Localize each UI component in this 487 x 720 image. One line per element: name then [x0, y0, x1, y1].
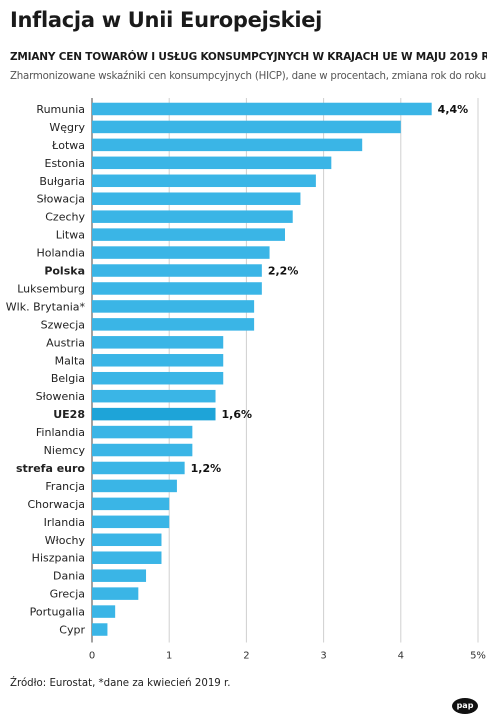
- x-tick-label: 3: [320, 651, 326, 662]
- bar: [92, 623, 108, 636]
- category-label: Estonia: [45, 157, 86, 170]
- category-label: Luksemburg: [17, 282, 85, 295]
- bar: [92, 336, 224, 349]
- chart-note: Zharmonizowane wskaźniki cen konsumpcyjn…: [10, 71, 486, 82]
- category-label: Portugalia: [30, 606, 85, 619]
- bar: [92, 282, 262, 295]
- bar: [92, 605, 116, 618]
- category-label: Włochy: [45, 534, 86, 547]
- bar: [92, 497, 170, 511]
- category-label: Wlk. Brytania*: [6, 300, 86, 313]
- chart-title: Inflacja w Unii Europejskiej: [10, 8, 323, 32]
- category-label: Niemcy: [44, 444, 86, 457]
- category-label: Słowenia: [36, 390, 85, 403]
- category-label: strefa euro: [16, 462, 85, 475]
- category-label: Łotwa: [51, 139, 85, 152]
- x-tick-label: 1: [166, 651, 172, 662]
- category-label: Szwecja: [41, 318, 85, 331]
- category-label: Malta: [55, 354, 85, 367]
- x-tick-label: 0: [89, 651, 95, 662]
- pap-logo: pap: [452, 698, 478, 714]
- bar: [92, 354, 224, 367]
- bar: [92, 515, 170, 529]
- bar: [92, 246, 270, 259]
- bar: [92, 443, 193, 457]
- category-label: Irlandia: [44, 516, 85, 529]
- x-tick-label: 2: [243, 651, 249, 662]
- bar: [92, 569, 147, 582]
- bar: [92, 318, 255, 331]
- category-label: Grecja: [50, 588, 85, 601]
- bar: [92, 120, 401, 134]
- category-label: Austria: [46, 336, 85, 349]
- data-label: 4,4%: [438, 103, 469, 116]
- category-label: Czechy: [45, 211, 85, 224]
- bar: [92, 461, 185, 475]
- x-tick-label: 5%: [470, 651, 486, 662]
- bar: [92, 479, 177, 493]
- category-label: Litwa: [56, 229, 85, 242]
- category-label: UE28: [53, 408, 85, 421]
- bar: [92, 156, 332, 170]
- bar-chart: 0 1 2 3 4 5% Rumunia 4,4% Węgry Łotwa Estonia Bułga…: [6, 98, 486, 662]
- data-label: 2,2%: [268, 265, 299, 278]
- category-label: Belgia: [51, 372, 85, 385]
- bar: [92, 425, 193, 439]
- data-label: 1,6%: [222, 408, 253, 421]
- category-label: Polska: [44, 265, 85, 278]
- bar: [92, 210, 293, 223]
- bar: [92, 551, 162, 564]
- source-note: Źródło: Eurostat, *dane za kwiecień 2019…: [10, 678, 231, 689]
- data-label: 1,2%: [191, 462, 222, 475]
- category-label: Francja: [45, 480, 85, 493]
- bar: [92, 264, 262, 277]
- x-tick-label: 4: [398, 651, 404, 662]
- category-label: Bułgaria: [39, 175, 85, 188]
- category-label: Dania: [53, 570, 85, 583]
- bar: [92, 389, 216, 403]
- category-label: Holandia: [36, 247, 85, 260]
- bar: [92, 228, 285, 241]
- bar: [92, 587, 139, 600]
- bar: [92, 192, 301, 205]
- bar: [92, 138, 363, 152]
- category-label: Finlandia: [36, 426, 85, 439]
- category-label: Hiszpania: [32, 552, 85, 565]
- chart-subtitle: ZMIANY CEN TOWARÓW I USŁUG KONSUMPCYJNYC…: [10, 51, 487, 63]
- category-label: Chorwacja: [28, 498, 86, 511]
- category-label: Słowacja: [37, 193, 85, 206]
- bar: [92, 174, 316, 188]
- bar: [92, 407, 216, 421]
- category-label: Cypr: [59, 624, 85, 637]
- bar: [92, 102, 432, 116]
- category-label: Rumunia: [36, 103, 85, 116]
- bar: [92, 533, 162, 547]
- bar: [92, 300, 255, 313]
- category-label: Węgry: [49, 121, 85, 134]
- bar: [92, 371, 224, 385]
